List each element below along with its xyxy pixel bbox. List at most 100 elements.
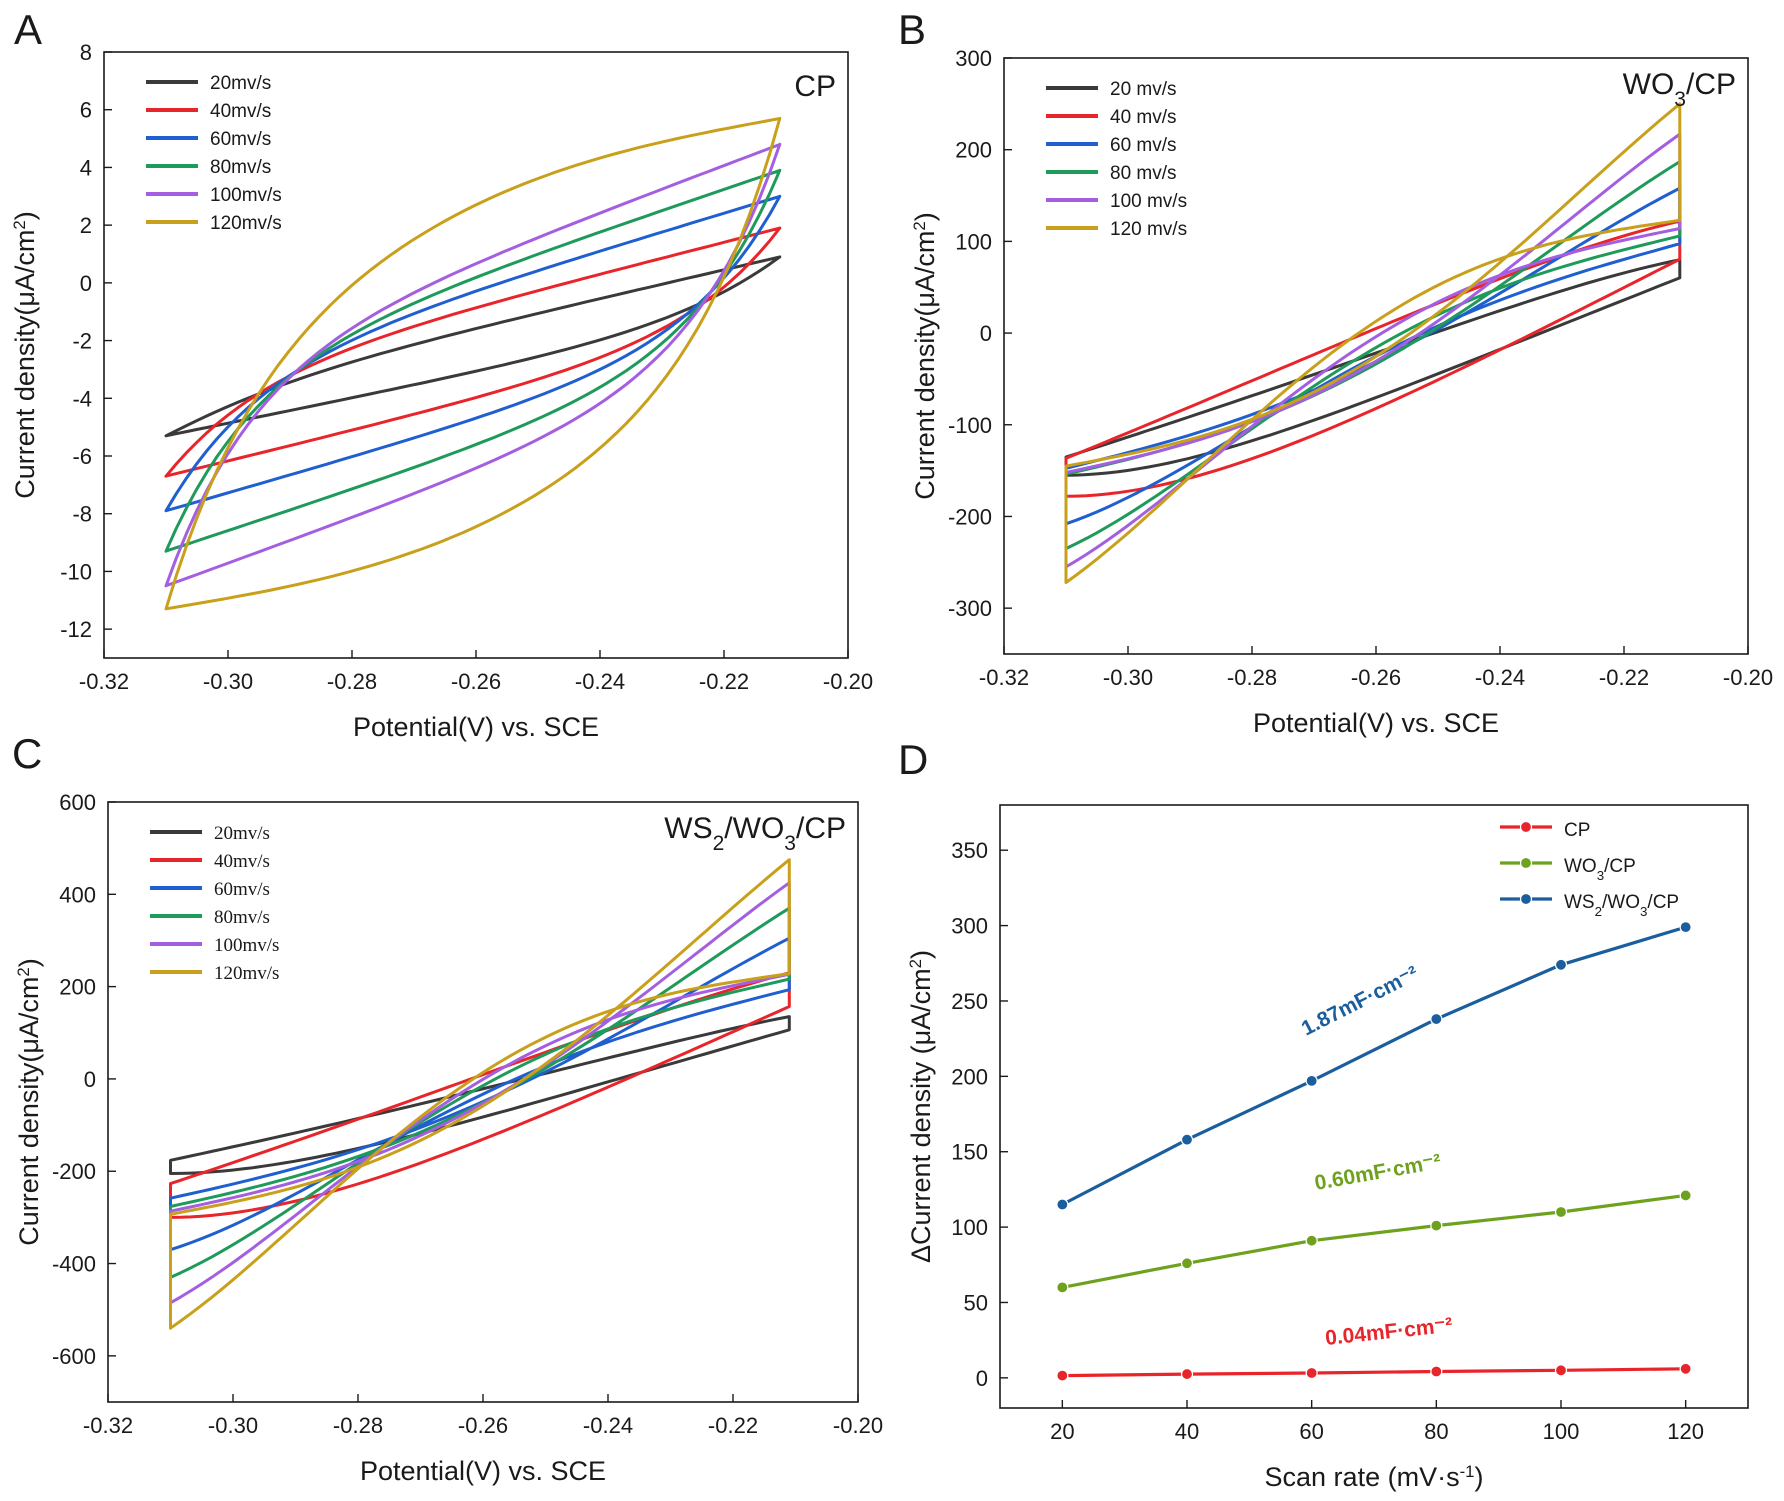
y-tick-label: -600 xyxy=(52,1344,96,1369)
data-point xyxy=(1554,1364,1568,1377)
panel-title: WS2/WO3/CP xyxy=(664,812,846,855)
cv-trace-6 xyxy=(1064,102,1682,584)
y-tick-label: -200 xyxy=(52,1159,96,1184)
panel-c: C -0.32 -0.30 -0.28 -0.26 -0.24 -0.22 -0.20 -600… xyxy=(12,730,883,1486)
y-tick-label: 250 xyxy=(951,989,988,1014)
legend-label: 120 mv/s xyxy=(1110,219,1187,240)
panel-a: A -0.32 -0.30 -0.28 -0.26 -0.24 -0.22 -0.20 -12 -… xyxy=(10,6,874,742)
data-point xyxy=(1430,1012,1443,1026)
panel-label-c: C xyxy=(12,730,42,777)
legend-label: 80mv/s xyxy=(210,157,271,178)
cv-trace-6 xyxy=(169,858,791,1330)
y-tick-label: -6 xyxy=(72,444,92,469)
data-point xyxy=(1180,1257,1194,1270)
panel-label-d: D xyxy=(898,736,928,783)
x-tick-label: -0.26 xyxy=(451,669,501,694)
x-tick-label: 80 xyxy=(1424,1419,1448,1444)
x-tick-label: -0.22 xyxy=(708,1413,758,1438)
data-point xyxy=(1554,958,1568,971)
slope-annotation: 1.87mF·cm⁻² xyxy=(1298,962,1422,1041)
x-tick-label: -0.30 xyxy=(208,1413,258,1438)
x-tick-label: -0.32 xyxy=(79,669,129,694)
y-axis-title: Current density(μA/cm2) xyxy=(10,211,41,498)
y-tick-label: 300 xyxy=(951,914,988,939)
x-tick-label: -0.30 xyxy=(1103,665,1153,690)
y-tick-label: 150 xyxy=(951,1140,988,1165)
y-tick-label: 200 xyxy=(955,138,992,163)
plot-frame xyxy=(999,804,1749,1409)
x-tick-label: 60 xyxy=(1299,1419,1323,1444)
y-tick-label: 400 xyxy=(59,882,96,907)
data-point xyxy=(1679,1189,1692,1202)
y-axis-title: ΔCurrent density (μA/cm2) xyxy=(906,950,937,1263)
legend-label: CP xyxy=(1564,820,1590,841)
series-line-1 xyxy=(1062,1367,1686,1378)
y-tick-label: -400 xyxy=(52,1252,96,1277)
y-tick-label: -4 xyxy=(72,386,92,411)
x-tick-label: -0.30 xyxy=(203,669,253,694)
x-tick-label: -0.28 xyxy=(1227,665,1277,690)
panel-label-a: A xyxy=(14,6,42,53)
data-point xyxy=(1430,1219,1443,1232)
x-tick-label: -0.24 xyxy=(575,669,625,694)
cv-trace-3 xyxy=(164,194,782,513)
cv-trace-1 xyxy=(164,255,782,438)
x-tick-label: -0.28 xyxy=(327,669,377,694)
y-tick-label: 0 xyxy=(980,321,992,346)
data-point xyxy=(1679,921,1692,934)
legend-label: 40mv/s xyxy=(210,101,271,122)
slope-annotation: 0.04mF·cm⁻² xyxy=(1324,1314,1454,1350)
panel-d: D 20 40 60 80 100 120 0 50 100 150 200 250 300 350 0.04… xyxy=(898,736,1749,1493)
y-axis-title: Current density(μA/cm2) xyxy=(14,958,45,1245)
cv-trace-5 xyxy=(164,142,782,588)
y-tick-label: -10 xyxy=(60,559,92,584)
x-tick-label: -0.24 xyxy=(583,1413,633,1438)
x-tick-label: -0.32 xyxy=(83,1413,133,1438)
legend-label: 20 mv/s xyxy=(1110,79,1177,100)
y-tick-label: 200 xyxy=(951,1064,988,1089)
legend-label: 60 mv/s xyxy=(1110,135,1177,156)
data-point xyxy=(1430,1365,1443,1378)
x-tick-label: -0.20 xyxy=(833,1413,883,1438)
data-point xyxy=(1056,1198,1069,1211)
legend-marker xyxy=(1519,856,1533,870)
data-point xyxy=(1305,1074,1318,1087)
x-tick-label: -0.24 xyxy=(1475,665,1525,690)
data-point xyxy=(1180,1367,1194,1381)
panel-title: CP xyxy=(794,70,836,103)
series-line-3 xyxy=(1061,925,1687,1206)
x-axis-title: Potential(V) vs. SCE xyxy=(353,712,599,742)
legend-marker xyxy=(1519,820,1533,834)
legend-label: 20mv/s xyxy=(210,73,271,94)
legend-marker xyxy=(1519,892,1533,906)
x-tick-label: -0.20 xyxy=(1723,665,1773,690)
legend-label: 60mv/s xyxy=(210,129,271,150)
x-tick-label: -0.22 xyxy=(1599,665,1649,690)
legend-label: 100 mv/s xyxy=(1110,191,1187,212)
panel-b: B -0.32 -0.30 -0.28 -0.26 -0.24 -0.22 -0.20 -300… xyxy=(898,6,1773,738)
cv-trace-2 xyxy=(164,226,782,478)
legend-label: 80mv/s xyxy=(214,907,270,928)
y-tick-label: 8 xyxy=(80,40,92,65)
cv-trace-3 xyxy=(169,936,791,1252)
data-point xyxy=(1056,1281,1069,1294)
data-point xyxy=(1056,1369,1069,1382)
x-axis-title: Scan rate (mV·s-1) xyxy=(1265,1462,1484,1493)
x-axis-title: Potential(V) vs. SCE xyxy=(1253,708,1499,738)
y-tick-label: 300 xyxy=(955,46,992,71)
x-tick-label: -0.20 xyxy=(823,669,873,694)
data-point xyxy=(1554,1205,1568,1219)
slope-annotation: 0.60mF·cm⁻² xyxy=(1313,1150,1443,1195)
data-point xyxy=(1305,1366,1318,1380)
y-tick-label: 200 xyxy=(59,975,96,1000)
y-tick-label: 100 xyxy=(951,1215,988,1240)
x-tick-label: -0.26 xyxy=(458,1413,508,1438)
legend-label: 120mv/s xyxy=(210,213,282,234)
y-tick-label: 0 xyxy=(84,1067,96,1092)
y-tick-label: -300 xyxy=(948,596,992,621)
y-tick-label: 2 xyxy=(80,213,92,238)
legend-label: 40 mv/s xyxy=(1110,107,1177,128)
x-tick-label: -0.28 xyxy=(333,1413,383,1438)
x-tick-label: 100 xyxy=(1543,1419,1580,1444)
